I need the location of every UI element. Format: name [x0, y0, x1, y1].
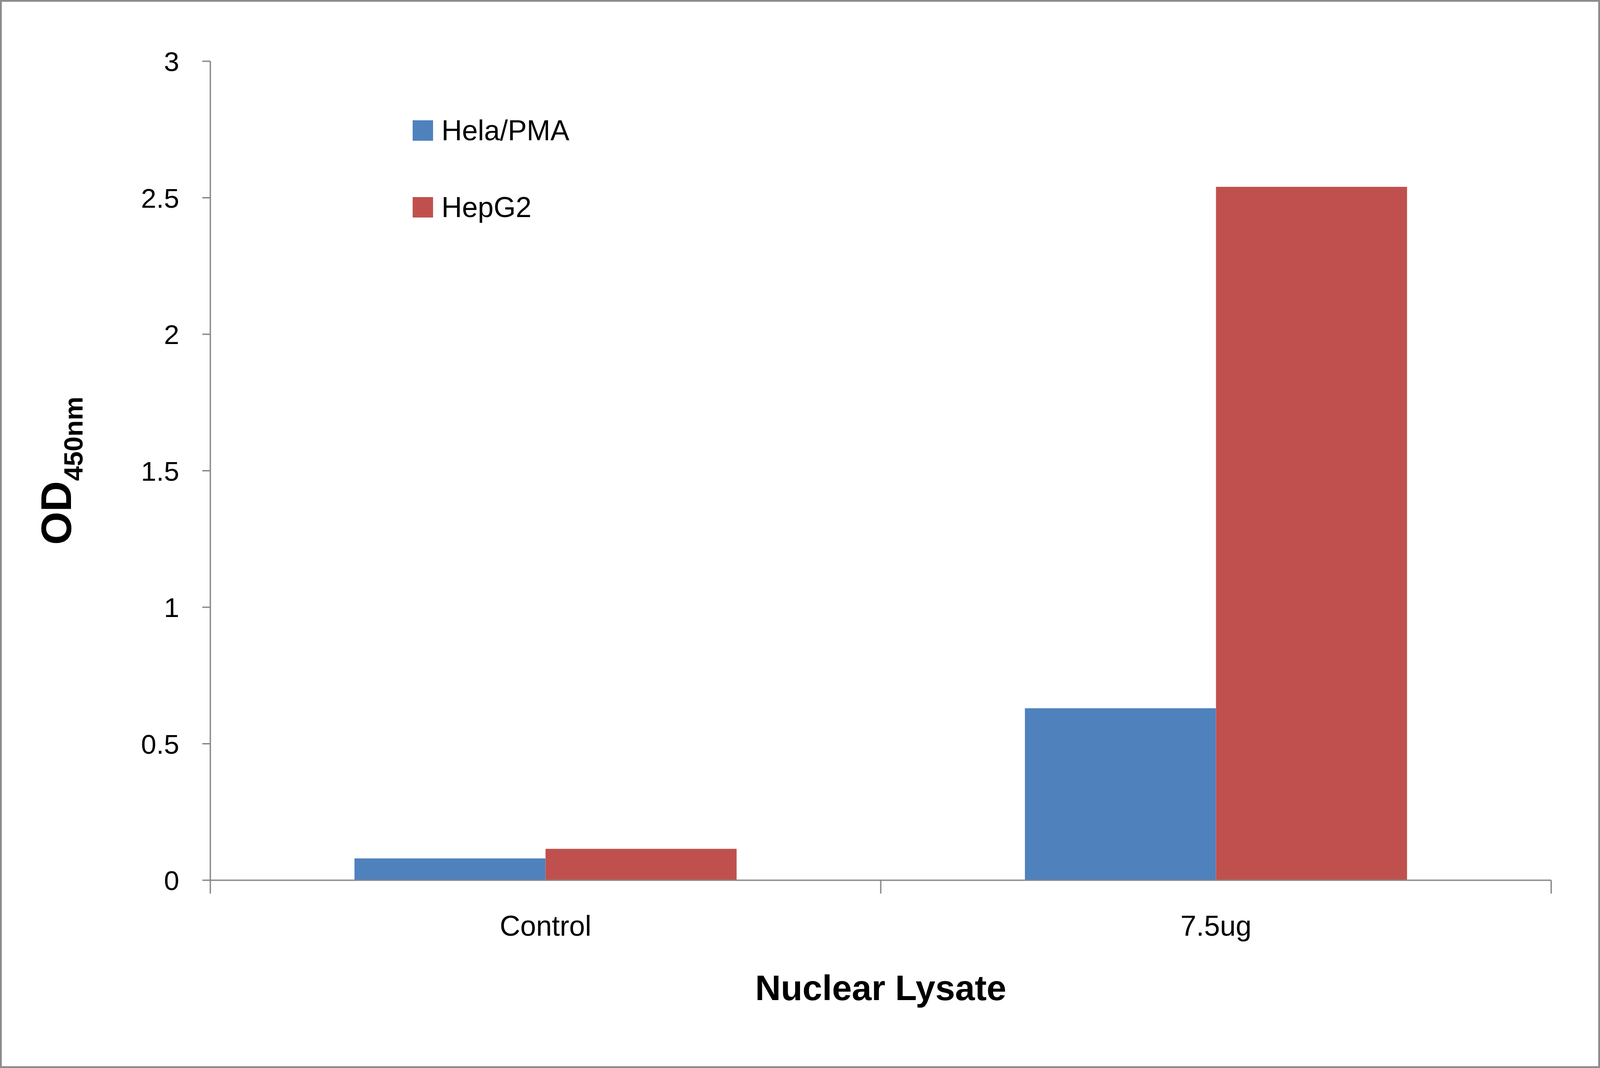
x-tick — [1550, 879, 1553, 894]
x-tick — [880, 879, 882, 894]
y-tick — [202, 469, 211, 472]
y-tick — [202, 60, 211, 63]
bar — [354, 858, 546, 880]
y-tick-label: 3 — [164, 46, 180, 77]
legend-swatch — [412, 120, 434, 141]
x-tick-label: Control — [499, 909, 592, 942]
y-axis-title-main: OD — [32, 480, 80, 545]
frame — [0, 0, 1600, 1067]
y-tick — [202, 197, 211, 199]
y-tick — [202, 742, 211, 745]
x-tick-label: 7.5ug — [1180, 909, 1252, 942]
y-tick — [202, 879, 211, 881]
y-axis-title: OD450nm — [32, 396, 89, 545]
chart: 0 0.5 1 1.5 2 2.5 3 Control 7.5ug Nuclear Lysate O… — [0, 0, 1600, 1068]
y-tick-label: 2.5 — [141, 182, 180, 214]
legend-label: Hela/PMA — [441, 114, 570, 147]
y-tick — [202, 606, 211, 608]
y-tick-label: 0.5 — [141, 728, 180, 760]
y-tick — [202, 333, 211, 335]
y-tick-label: 1.5 — [141, 455, 180, 487]
y-tick-label: 2 — [164, 319, 180, 350]
bars — [354, 186, 1407, 880]
bar — [1024, 708, 1217, 880]
bar — [545, 848, 737, 880]
y-axis-title-sub: 450nm — [58, 396, 89, 481]
legend-label: HepG2 — [441, 191, 532, 224]
legend-swatch — [412, 197, 434, 218]
x-axis-title: Nuclear Lysate — [755, 967, 1007, 1008]
y-tick-label: 1 — [164, 591, 180, 623]
x-tick — [209, 879, 212, 894]
y-tick-label: 0 — [164, 864, 180, 896]
bar — [1216, 186, 1408, 880]
